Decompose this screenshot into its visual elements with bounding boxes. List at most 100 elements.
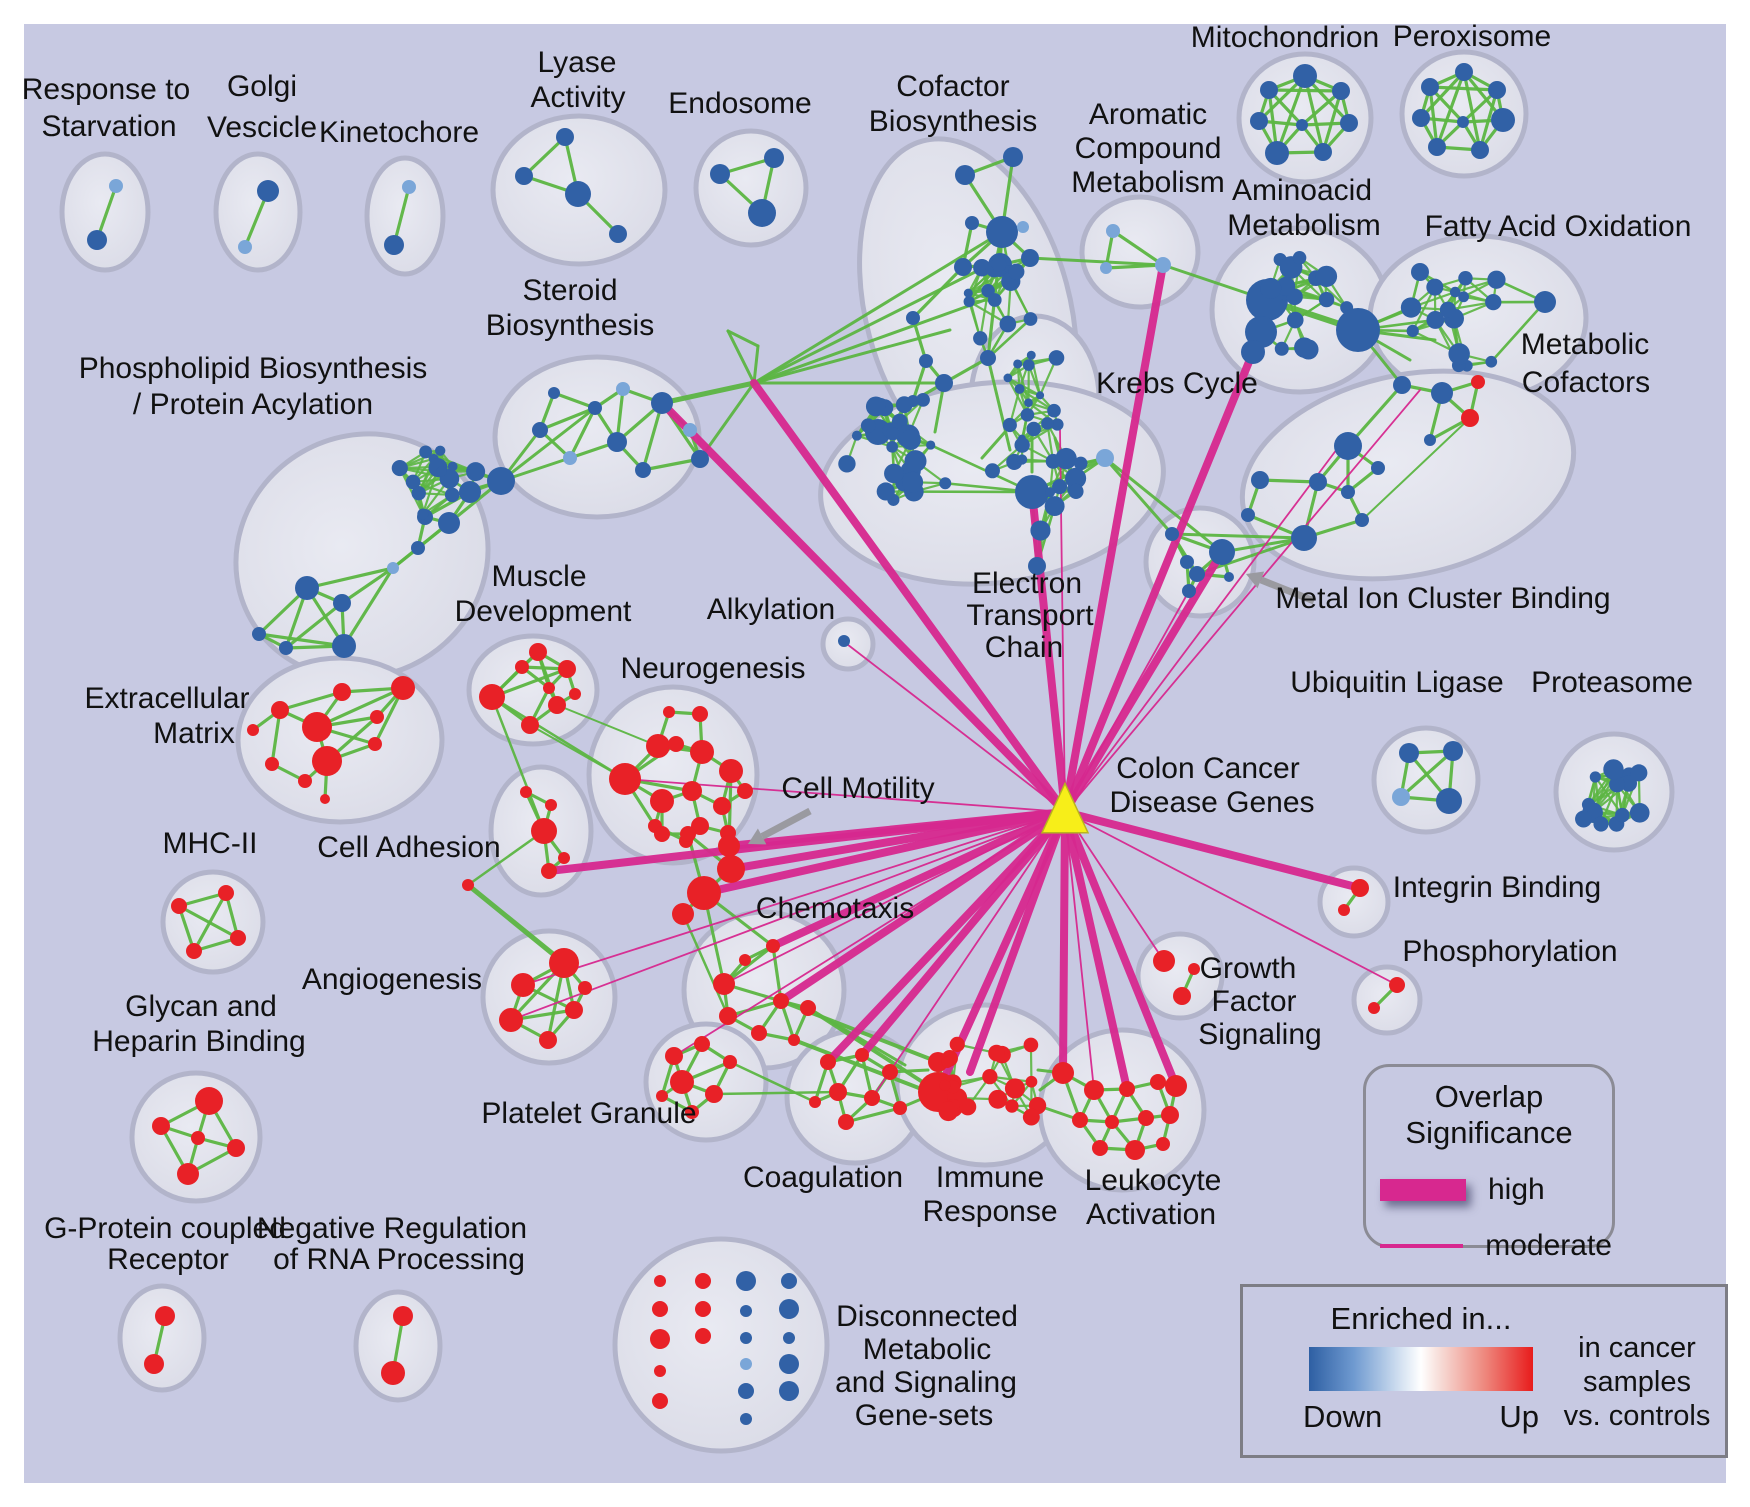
node-leukocyte-activation [1119,1081,1135,1097]
node-golgi-vescicle [257,180,279,202]
label-chemotaxis: Chemotaxis [756,892,914,925]
node-aminoacid-metabolism [1315,265,1338,287]
node-fatty-acid-oxidation [1534,291,1556,313]
overlap-edge-high [1061,261,1167,816]
node-response-to-starvation [87,230,107,250]
node-metabolic-cofactors [1309,473,1327,491]
node-electron-transport-chain [876,482,895,501]
label-phospholipid-protein-acylation: / Protein Acylation [133,388,373,421]
node-cell-adhesion [520,786,532,798]
overlap-edge-moderate [510,811,1066,1021]
node-angiogenesis [549,948,579,978]
node-cofactor-biosynthesis [987,293,1002,307]
overlap-edge-high [769,808,1069,950]
node-peroxisome [1488,81,1506,99]
node-proteasome [1629,802,1650,823]
node-platelet-granule [685,1105,699,1119]
node-growth-factor-signaling [1188,963,1200,975]
node-immune-response [1005,1099,1019,1113]
blob-edge-phospholipid-protein-acylation [398,466,424,516]
cluster-ellipse-disconnected-gene-sets [612,1236,830,1454]
cluster-edge-steroid-biosynthesis [552,391,597,410]
node-metabolic-cofactors [1251,471,1269,489]
node-electron-transport-chain [1028,557,1046,575]
node-immune-response [1022,1108,1040,1126]
node-mitochondrion [1296,119,1308,131]
node-muscle-development [543,682,555,694]
node-cofactor-biosynthesis [1003,147,1023,167]
node-lyase-activity [515,167,533,185]
node-disconnected-gene-sets [740,1413,752,1425]
overlap-edge-moderate [842,640,1066,813]
cluster-edge-cofactor-biosynthesis [911,265,965,320]
node-peroxisome [1491,108,1515,132]
node-alkylation [838,635,850,647]
node-disconnected-gene-sets [779,1299,799,1319]
node-krebs-cycle [1051,418,1064,431]
node-extracellular-matrix [368,737,382,751]
node-cofactor-biosynthesis [973,258,991,277]
node-steroid-biosynthesis [532,422,548,438]
node-immune-response [982,1068,998,1085]
node-peroxisome [1412,109,1430,127]
cluster-edge-extracellular-matrix [315,686,405,729]
label-alkylation: Alkylation [707,593,835,626]
node-extracellular-matrix [298,774,312,788]
inter-cluster-edge [752,260,997,385]
label-cofactor-biosynthesis: Cofactor [896,70,1009,103]
label-metal-ion-cluster-binding: Metal Ion Cluster Binding [1275,582,1610,615]
overlap-edge-high [1061,808,1131,1093]
enriched-legend-title: Enriched in... [1330,1301,1512,1336]
overlap-edge-high [858,808,1069,1059]
node-immune-response [1023,1037,1039,1053]
node-immune-response [1004,1078,1026,1099]
moderate-significance-label: moderate [1485,1229,1612,1262]
label-metabolic-cofactors: Metabolic [1521,328,1649,361]
node-mitochondrion [1293,64,1317,88]
label-lyase-activity: Activity [530,81,625,114]
node-endosome [764,148,784,168]
overlap-title-line2: Significance [1405,1115,1573,1150]
node-extracellular-matrix [302,712,332,742]
label-disconnected-gene-sets: and Signaling [835,1366,1017,1399]
node-leukocyte-activation [1150,1074,1166,1090]
node-disconnected-gene-sets [695,1273,711,1289]
cluster-edge-coagulation [844,1106,902,1124]
node-chemotaxis [800,1000,816,1016]
cluster-edge-phospholipid-protein-acylation [257,632,346,648]
node-integrin-binding [1338,904,1350,916]
label-extracellular-matrix: Matrix [153,717,235,750]
node-neurogenesis [672,903,694,925]
label-integrin-binding: Integrin Binding [1393,871,1601,904]
node-mhc-ii [186,943,202,959]
node-coagulation [864,1090,880,1106]
label-extracellular-matrix: Extracellular [84,682,249,715]
node-neurogenesis [687,876,721,910]
label-electron-transport-chain: Electron [972,567,1082,600]
node-platelet-granule [723,1055,737,1069]
node-peroxisome [1471,141,1489,159]
label-muscle-development: Development [455,595,632,628]
cluster-ellipse-endosome [693,128,809,248]
node-extracellular-matrix [271,701,289,719]
node-muscle-development [529,643,547,661]
node-cofactor-biosynthesis [1008,263,1025,280]
node-electron-transport-chain [939,477,952,490]
node-muscle-development [558,660,576,678]
node-fatty-acid-oxidation [1426,278,1444,296]
node-phospholipid-protein-acylation [444,487,460,503]
node-integrin-binding [1351,879,1369,897]
node-fatty-acid-oxidation [1448,343,1470,365]
node-neurogenesis [680,826,696,842]
node-coagulation [829,1083,847,1101]
cluster-ellipse-aromatic-compound-metabolism [1079,194,1201,310]
node-mhc-ii [230,930,246,946]
node-chemotaxis [773,993,789,1009]
node-neurogenesis [650,789,674,813]
node-disconnected-gene-sets [736,1271,756,1291]
node-krebs-cycle [1047,403,1061,418]
node-cofactor-biosynthesis [963,288,973,298]
node-golgi-vescicle [238,240,252,254]
node-extracellular-matrix [320,794,330,804]
node-electron-transport-chain [851,430,862,441]
